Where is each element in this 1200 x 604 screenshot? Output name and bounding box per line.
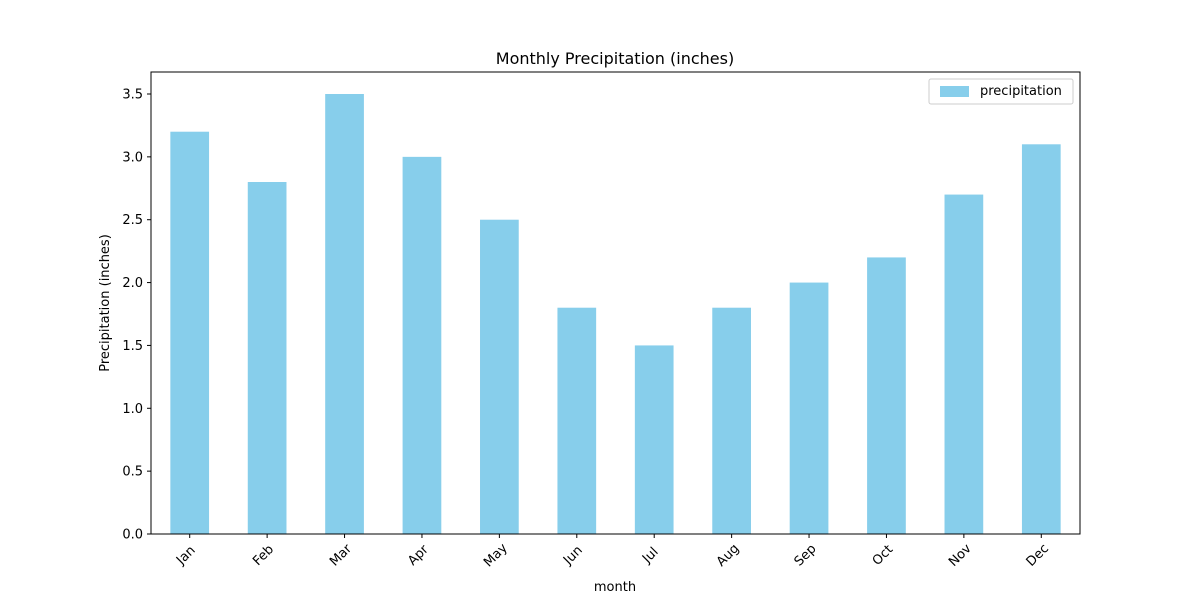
bar-jan (170, 131, 210, 534)
bar-jun (557, 307, 597, 534)
x-tick-label-jun: Jun (560, 543, 586, 569)
y-axis-label: Precipitation (inches) (98, 234, 113, 372)
x-tick-label-feb: Feb (250, 542, 277, 569)
y-tick-label: 1.0 (122, 402, 143, 417)
x-tick-label-mar: Mar (327, 541, 355, 569)
axes-frame (150, 71, 1081, 535)
legend: precipitation (928, 78, 1074, 105)
y-tick-label: 3.5 (122, 88, 143, 103)
plot-area: 0.0 0.5 1.0 1.5 2.0 2.5 3.0 3.5 Jan Feb Mar Apr May J… (122, 71, 1081, 571)
bar-jul (634, 345, 674, 534)
x-tick-label-nov: Nov (946, 541, 975, 570)
x-tick-label-sep: Sep (792, 542, 820, 570)
y-tick-label: 0.5 (122, 465, 143, 480)
x-tick-label-jul: Jul (639, 545, 661, 567)
x-tick-label-apr: Apr (405, 542, 432, 569)
y-tick-label: 2.5 (122, 213, 143, 228)
x-tick-label-aug: Aug (714, 541, 743, 570)
y-tick-label: 2.0 (122, 276, 143, 291)
bar-feb (247, 182, 287, 534)
bar-mar (325, 94, 364, 534)
y-tick-label: 1.5 (122, 339, 143, 354)
bar-oct (867, 257, 906, 534)
x-tick-label-oct: Oct (870, 542, 897, 569)
legend-label: precipitation (980, 84, 1062, 99)
y-tick-label: 0.0 (122, 528, 143, 543)
y-tick-label: 3.0 (122, 150, 143, 165)
bar-may (480, 219, 519, 534)
x-tick-label-dec: Dec (1024, 541, 1052, 569)
legend-swatch (940, 86, 969, 97)
bar-apr (402, 156, 442, 535)
chart-title: Monthly Precipitation (inches) (496, 49, 734, 68)
bar-dec (1021, 144, 1061, 535)
x-tick-label-may: May (481, 541, 511, 571)
bar-nov (944, 194, 984, 534)
x-axis-label: month (594, 580, 636, 595)
legend-frame (928, 78, 1074, 105)
x-tick-label-jan: Jan (173, 543, 198, 568)
bar-aug (712, 307, 751, 534)
bar-sep (789, 282, 829, 534)
